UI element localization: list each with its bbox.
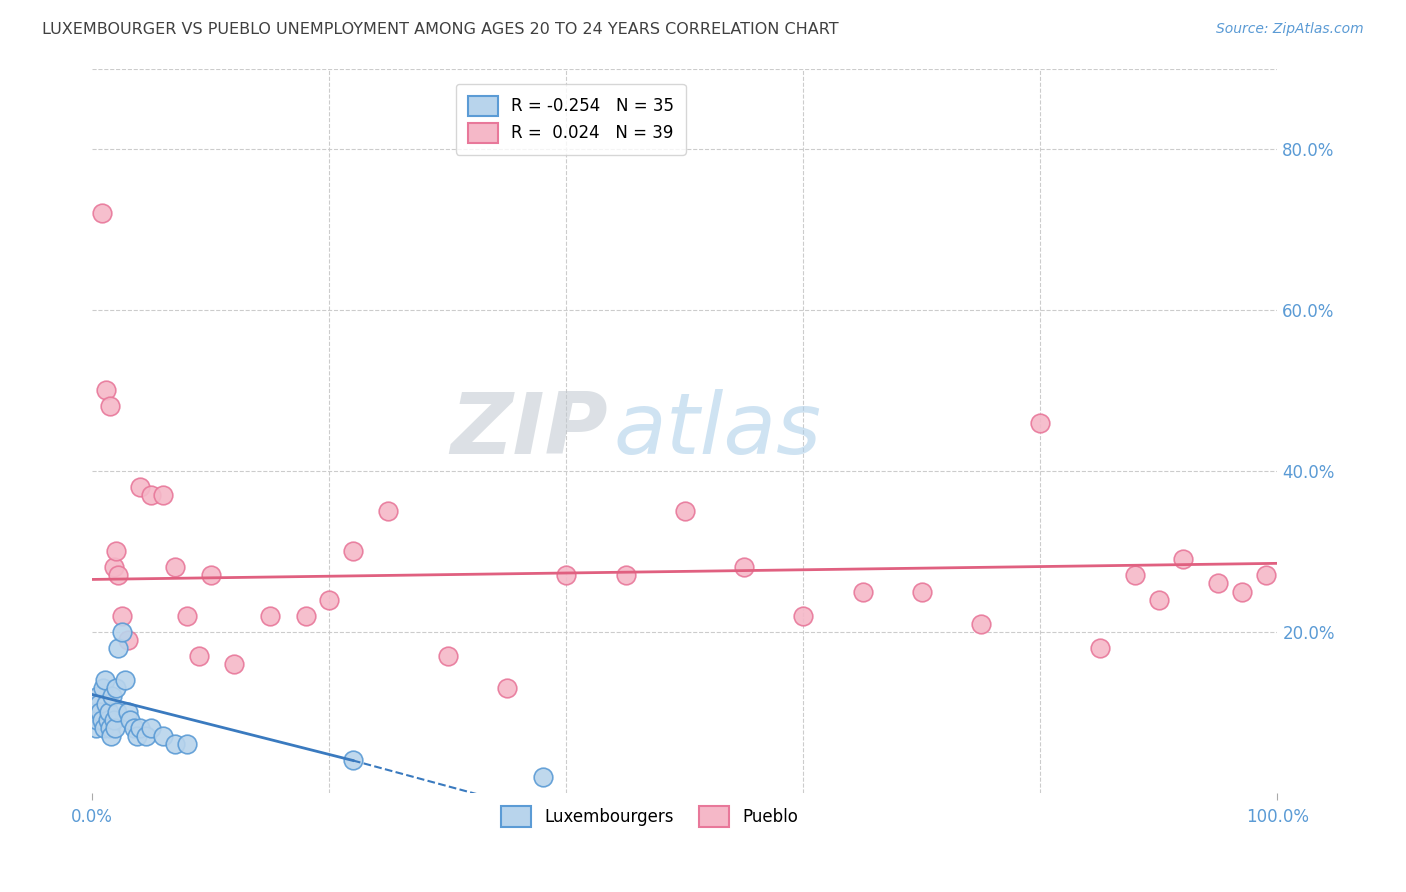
Point [673, 504, 696, 518]
Point [1206, 576, 1229, 591]
Point [911, 584, 934, 599]
Point [187, 648, 209, 663]
Point [120, 713, 142, 727]
Point [165, 560, 187, 574]
Point [436, 648, 458, 663]
Point [614, 568, 637, 582]
Point [107, 640, 129, 655]
Point [851, 584, 873, 599]
Point [111, 608, 134, 623]
Text: ZIP: ZIP [450, 389, 607, 472]
Point [86, 713, 108, 727]
Point [107, 568, 129, 582]
Point [90, 713, 112, 727]
Point [1171, 552, 1194, 566]
Point [259, 608, 281, 623]
Point [128, 721, 150, 735]
Point [89, 697, 111, 711]
Point [970, 616, 993, 631]
Point [91, 681, 114, 695]
Point [114, 673, 136, 687]
Point [104, 721, 127, 735]
Legend: Luxembourgers, Pueblo: Luxembourgers, Pueblo [492, 798, 806, 835]
Point [97, 705, 120, 719]
Point [200, 568, 222, 582]
Point [87, 689, 110, 703]
Text: atlas: atlas [613, 389, 821, 472]
Point [141, 488, 163, 502]
Point [96, 697, 118, 711]
Point [294, 608, 316, 623]
Point [1254, 568, 1277, 582]
Point [176, 738, 198, 752]
Point [1147, 592, 1170, 607]
Point [90, 206, 112, 220]
Point [176, 608, 198, 623]
Point [117, 632, 139, 647]
Point [98, 721, 121, 735]
Point [318, 592, 340, 607]
Point [152, 488, 174, 502]
Point [104, 681, 127, 695]
Point [165, 738, 187, 752]
Point [89, 705, 111, 719]
Point [122, 721, 145, 735]
Point [733, 560, 755, 574]
Point [224, 657, 246, 671]
Point [342, 754, 364, 768]
Point [101, 689, 124, 703]
Point [342, 544, 364, 558]
Point [555, 568, 578, 582]
Point [104, 544, 127, 558]
Point [141, 721, 163, 735]
Point [496, 681, 519, 695]
Point [128, 480, 150, 494]
Point [105, 705, 128, 719]
Point [96, 384, 118, 398]
Point [531, 770, 554, 784]
Point [98, 400, 121, 414]
Point [1088, 640, 1111, 655]
Point [97, 713, 120, 727]
Point [103, 713, 125, 727]
Text: Source: ZipAtlas.com: Source: ZipAtlas.com [1216, 22, 1364, 37]
Point [792, 608, 814, 623]
Point [1123, 568, 1146, 582]
Point [134, 729, 156, 743]
Point [94, 673, 117, 687]
Point [93, 721, 115, 735]
Point [84, 721, 107, 735]
Point [377, 504, 399, 518]
Point [152, 729, 174, 743]
Point [111, 624, 134, 639]
Point [1029, 416, 1052, 430]
Point [100, 729, 122, 743]
Point [83, 705, 105, 719]
Point [127, 729, 149, 743]
Point [103, 560, 125, 574]
Text: LUXEMBOURGER VS PUEBLO UNEMPLOYMENT AMONG AGES 20 TO 24 YEARS CORRELATION CHART: LUXEMBOURGER VS PUEBLO UNEMPLOYMENT AMON… [42, 22, 839, 37]
Point [117, 705, 139, 719]
Point [1230, 584, 1253, 599]
